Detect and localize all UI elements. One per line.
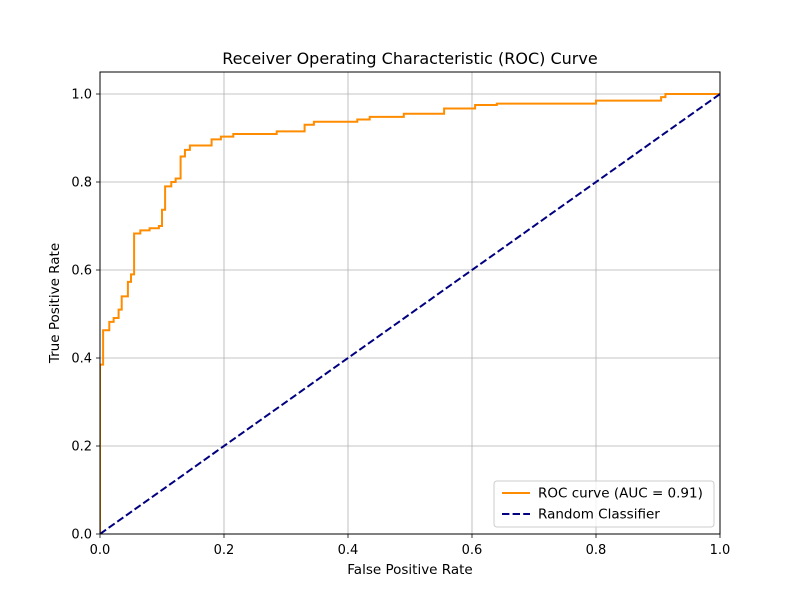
chart-title: Receiver Operating Characteristic (ROC) …	[222, 49, 597, 68]
x-tick-label: 0.2	[214, 543, 235, 558]
series-layer	[100, 93, 720, 534]
legend-label-0: ROC curve (AUC = 0.91)	[538, 486, 703, 502]
y-axis-label: True Positive Rate	[47, 243, 63, 364]
x-tick-label: 1.0	[710, 543, 731, 558]
grid-lines	[99, 72, 721, 535]
y-tick-label: 0.6	[71, 264, 92, 279]
x-tick-label: 0.8	[586, 543, 607, 558]
x-tick-label: 0.6	[462, 543, 483, 558]
series-line-0	[100, 93, 720, 534]
legend: ROC curve (AUC = 0.91) Random Classifier	[493, 480, 715, 528]
legend-label-1: Random Classifier	[538, 507, 660, 523]
x-tick-label: 0.0	[90, 543, 111, 558]
plot-frame	[99, 71, 721, 535]
axis-ticks: 0.0 0.2 0.4 0.6 0.8 1.0 0.0 0.2 0.4 0.6 0.8 1.0	[71, 88, 730, 559]
y-tick-label: 1.0	[71, 88, 92, 103]
y-tick-label: 0.4	[71, 352, 92, 367]
legend-box	[493, 480, 715, 528]
x-axis-label: False Positive Rate	[347, 562, 472, 578]
y-tick-label: 0.2	[71, 440, 92, 455]
y-tick-label: 0.0	[71, 528, 92, 543]
x-tick-label: 0.4	[338, 543, 359, 558]
y-tick-label: 0.8	[71, 176, 92, 191]
